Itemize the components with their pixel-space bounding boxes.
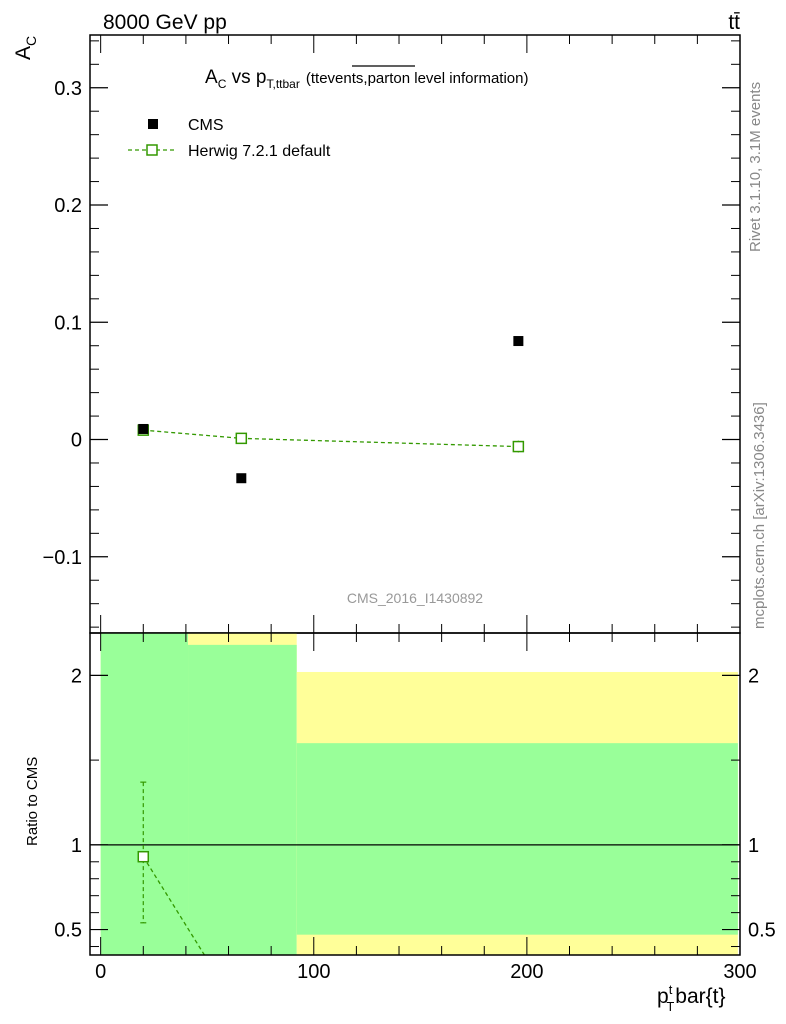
ratio-axis-ticks: 0.5 0.5 1 1 2 2 0 100 200 300 [54,633,776,983]
ratio-frame [89,632,741,956]
x-tick-label: 100 [297,961,330,983]
cms-point [138,423,149,434]
legend: CMS Herwig 7.2.1 default [128,117,331,160]
herwig-point [512,440,525,453]
mcplots-info: mcplots.cern.ch [arXiv:1306.3436] [751,402,768,629]
title-observable-sub: C [218,77,227,91]
ratio-band-inner [296,743,738,935]
main-ytick-label: 0.3 [54,78,82,100]
main-data-layer [137,336,525,484]
plot-title: AC vs pT,ttbar (ttevents,parton level inf… [205,67,528,91]
ratio-herwig-point [137,850,150,863]
ratio-band-inner [188,644,297,955]
x-tick-label: 0 [95,961,106,983]
ratio-data-layer [137,781,205,956]
ratio-ytick-label-left: 2 [71,665,82,687]
analysis-id: CMS_2016_I1430892 [347,590,483,606]
ratio-bands [90,633,740,955]
title-overline-text: events, [319,70,367,87]
rivet-info: Rivet 3.1.10, 3.1M events [747,82,764,252]
x-tick-label: 200 [510,961,543,983]
main-ytick-label: 0 [71,430,82,452]
title-paren: (tt [306,70,320,87]
legend-herwig-label: Herwig 7.2.1 default [188,143,331,160]
ratio-ytick-label-left: 0.5 [54,920,82,942]
ratio-ytick-label-right: 1 [748,835,759,857]
title-vs-sub: T,ttbar [266,77,299,91]
main-ylabel: AC [12,36,39,60]
legend-cms-label: CMS [188,117,224,134]
herwig-line [143,429,519,448]
process-label: tt̄ [728,11,740,34]
ratio-ytick-label-right: 2 [748,665,759,687]
x-tick-label: 300 [723,961,756,983]
energy-label: 8000 GeV pp [103,11,227,34]
title-observable: A [205,67,218,88]
herwig-point [235,432,248,445]
ratio-band-inner [100,633,189,955]
main-ytick-label: −0.1 [43,547,82,569]
ratio-herwig-line [142,856,205,956]
main-axis-ticks: −0.1 0 0.1 0.2 0.3 [43,35,741,633]
main-ytick-label: 0.2 [54,195,82,217]
legend-herwig-marker [146,144,158,156]
legend-cms-marker [148,119,158,129]
cms-point [236,473,247,484]
ratio-ytick-label-right: 0.5 [748,920,776,942]
cms-point [513,336,524,347]
title-vs: vs p [226,67,266,88]
x-axis-label: pt Tbar{t} [657,982,725,1014]
ratio-ytick-label-left: 1 [71,835,82,857]
title-rest: parton level information) [368,70,529,87]
main-ytick-label: 0.1 [54,312,82,334]
ratio-ylabel: Ratio to CMS [24,757,41,846]
